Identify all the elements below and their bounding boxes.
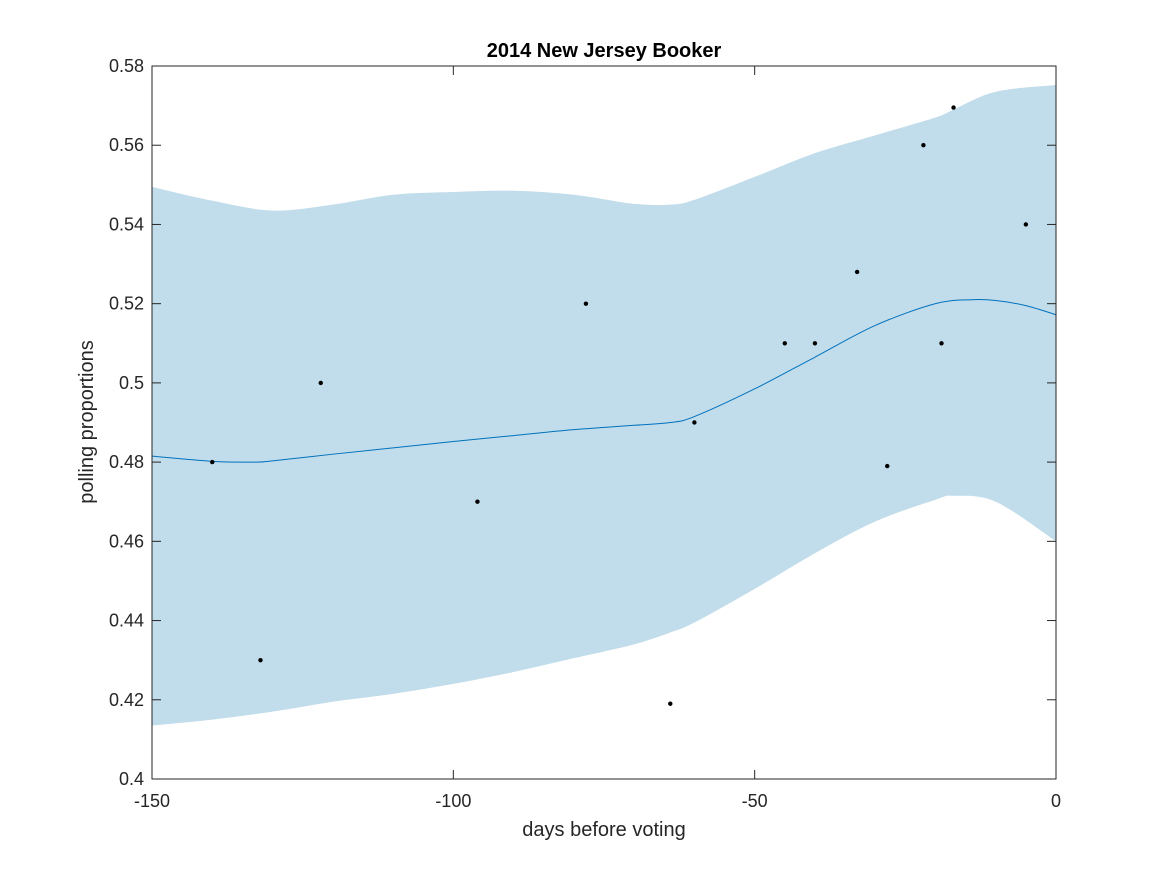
x-tick-label: -50 [742,791,768,811]
poll-point [812,341,818,346]
poll-point [1023,222,1029,227]
y-axis-label: polling proportions [76,340,98,503]
poll-point [854,269,860,275]
x-tick-label: -100 [435,791,471,811]
poll-point [782,341,787,346]
y-tick-label: 0.4 [119,769,144,789]
trend-line [151,298,1057,463]
poll-point [951,105,956,110]
x-tick-label: -150 [134,791,170,811]
poll-point [921,143,926,148]
axis-ticks: -150 -100 -50 0 0.4 0.42 0.44 0.46 0.48 0.5 0.52 0.… [109,56,1061,811]
poll-point [258,657,263,663]
poll-point [583,301,589,306]
y-tick-label: 0.58 [109,56,144,76]
axes-box [151,65,1057,780]
poll-point [668,701,673,706]
plot-area [151,85,1057,726]
y-tick-label: 0.42 [109,690,144,710]
poll-point [939,341,944,346]
chart-title: 2014 New Jersey Booker [487,40,722,62]
y-tick-label: 0.52 [109,294,144,314]
poll-point [318,380,323,386]
y-tick-label: 0.54 [109,214,144,234]
poll-point [692,420,697,425]
x-axis-label: days before voting [522,819,685,841]
poll-point [210,459,215,465]
confidence-band [152,85,1056,726]
y-tick-label: 0.5 [119,373,144,393]
y-tick-label: 0.48 [109,452,144,472]
y-tick-label: 0.56 [109,135,144,155]
y-tick-label: 0.44 [109,611,144,631]
x-tick-label: 0 [1051,791,1061,811]
poll-point [885,463,890,469]
poll-point [475,499,480,504]
y-tick-label: 0.46 [109,531,144,551]
